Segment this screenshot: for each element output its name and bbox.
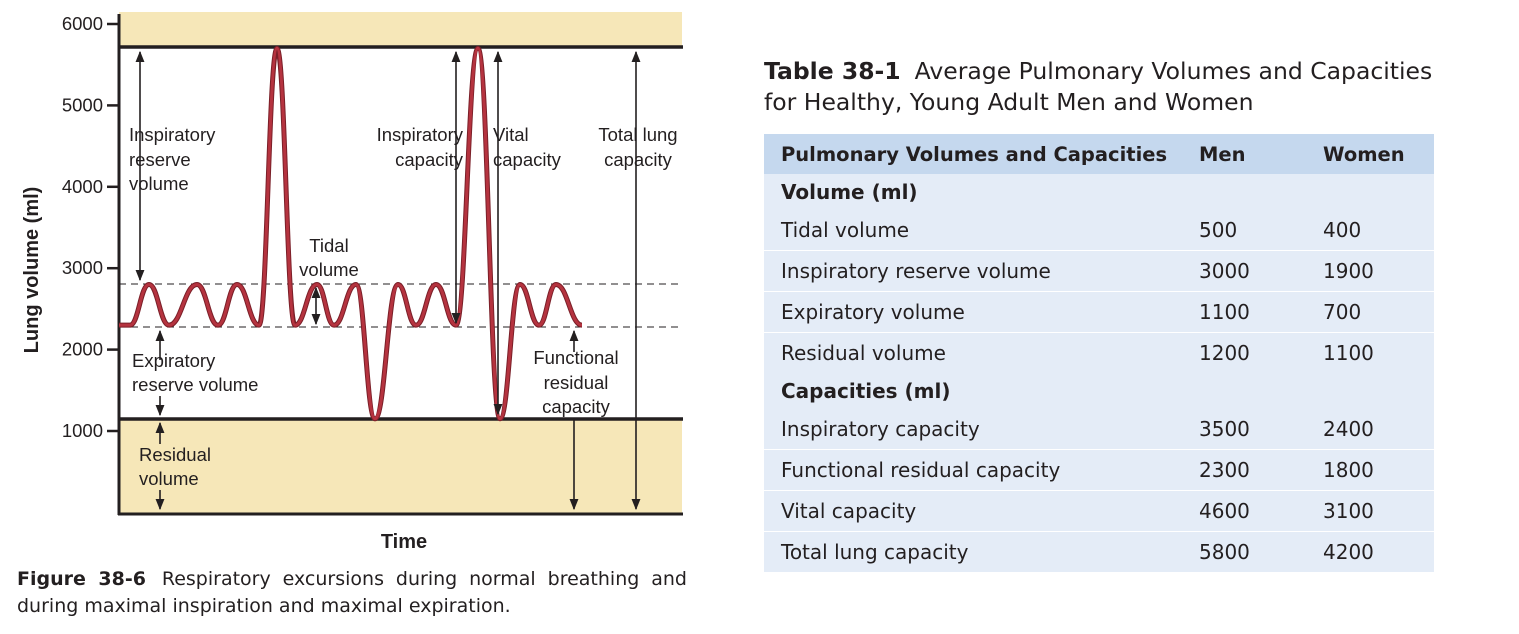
row-name: Expiratory volume xyxy=(764,291,1182,333)
tlc-label-1: Total lung xyxy=(598,124,677,145)
row-name: Functional residual capacity xyxy=(764,449,1182,491)
row-men: 5800 xyxy=(1182,531,1306,572)
row-women: 2400 xyxy=(1306,409,1434,450)
table-row: Vital capacity 4600 3100 xyxy=(764,490,1434,532)
row-name: Vital capacity xyxy=(764,490,1182,532)
erv-label-2: reserve volume xyxy=(132,374,258,395)
figure-caption-text: Respiratory excursions during normal bre… xyxy=(17,568,687,617)
table-section-row: Capacities (ml) xyxy=(764,373,1434,409)
row-men: 3000 xyxy=(1182,250,1306,292)
header-women: Women xyxy=(1306,134,1434,174)
row-women: 4200 xyxy=(1306,531,1434,572)
table-number: Table 38-1 xyxy=(764,57,901,85)
tlc-label-2: capacity xyxy=(604,149,673,170)
rv-label-2: volume xyxy=(139,468,199,489)
spirogram-figure: 1000 2000 3000 4000 5000 6000 Lung volume (ml… xyxy=(21,12,683,553)
y-axis-ticks: 1000 2000 3000 4000 5000 6000 xyxy=(62,13,119,441)
tidal-label-1: Tidal xyxy=(309,235,348,256)
y-tick-label: 5000 xyxy=(62,94,103,115)
top-shaded-region xyxy=(119,12,682,47)
frc-label-2: residual xyxy=(544,372,609,393)
tidal-label-2: volume xyxy=(299,259,359,280)
figure-caption: Figure 38-6 Respiratory excursions durin… xyxy=(17,566,687,620)
erv-label-1: Expiratory xyxy=(132,350,216,371)
rv-label-1: Residual xyxy=(139,444,211,465)
row-name: Inspiratory capacity xyxy=(764,409,1182,450)
row-men: 2300 xyxy=(1182,449,1306,491)
frc-label-1: Functional xyxy=(533,347,618,368)
table-title: Table 38-1 Average Pulmonary Volumes and … xyxy=(764,56,1444,118)
irv-label-1: Inspiratory xyxy=(129,124,216,145)
vc-label-2: capacity xyxy=(493,149,562,170)
x-axis-label: Time xyxy=(381,531,427,553)
row-men: 1100 xyxy=(1182,291,1306,333)
ic-label-1: Inspiratory xyxy=(377,124,464,145)
y-tick-label: 6000 xyxy=(62,13,103,34)
table-row: Expiratory volume 1100 700 xyxy=(764,291,1434,333)
row-women: 700 xyxy=(1306,291,1434,333)
section-heading: Volume (ml) xyxy=(764,174,1434,210)
irv-label-2: reserve xyxy=(129,149,191,170)
row-men: 1200 xyxy=(1182,332,1306,373)
y-axis-label: Lung volume (ml) xyxy=(21,187,43,354)
row-men: 3500 xyxy=(1182,409,1306,450)
table-row: Tidal volume 500 400 xyxy=(764,210,1434,251)
row-women: 1100 xyxy=(1306,332,1434,373)
measurement-arrows xyxy=(135,50,641,511)
table-row: Total lung capacity 5800 4200 xyxy=(764,531,1434,572)
y-tick-label: 4000 xyxy=(62,176,103,197)
table-row: Residual volume 1200 1100 xyxy=(764,332,1434,373)
residual-shaded-region xyxy=(119,419,682,514)
row-men: 500 xyxy=(1182,210,1306,251)
y-tick-label: 3000 xyxy=(62,257,103,278)
table-section-row: Volume (ml) xyxy=(764,174,1434,210)
ic-label-2: capacity xyxy=(395,149,464,170)
row-name: Total lung capacity xyxy=(764,531,1182,572)
irv-label-3: volume xyxy=(129,173,189,194)
table-title-text: Average Pulmonary Volumes and Capacities… xyxy=(764,57,1433,116)
row-name: Tidal volume xyxy=(764,210,1182,251)
section-heading: Capacities (ml) xyxy=(764,373,1434,409)
row-women: 3100 xyxy=(1306,490,1434,532)
vc-label-1: Vital xyxy=(493,124,529,145)
y-tick-label: 1000 xyxy=(62,420,103,441)
table-row: Inspiratory reserve volume 3000 1900 xyxy=(764,250,1434,292)
header-measure: Pulmonary Volumes and Capacities xyxy=(764,134,1182,174)
table-row: Inspiratory capacity 3500 2400 xyxy=(764,409,1434,450)
row-women: 1800 xyxy=(1306,449,1434,491)
header-men: Men xyxy=(1182,134,1306,174)
row-name: Inspiratory reserve volume xyxy=(764,250,1182,292)
table-header-row: Pulmonary Volumes and Capacities Men Wom… xyxy=(764,134,1434,174)
row-name: Residual volume xyxy=(764,332,1182,373)
figure-caption-label: Figure 38-6 xyxy=(17,568,146,590)
frc-label-3: capacity xyxy=(542,396,611,417)
row-women: 400 xyxy=(1306,210,1434,251)
row-women: 1900 xyxy=(1306,250,1434,292)
table-row: Functional residual capacity 2300 1800 xyxy=(764,449,1434,491)
y-tick-label: 2000 xyxy=(62,339,103,360)
pulmonary-volumes-table: Pulmonary Volumes and Capacities Men Wom… xyxy=(764,134,1434,572)
row-men: 4600 xyxy=(1182,490,1306,532)
